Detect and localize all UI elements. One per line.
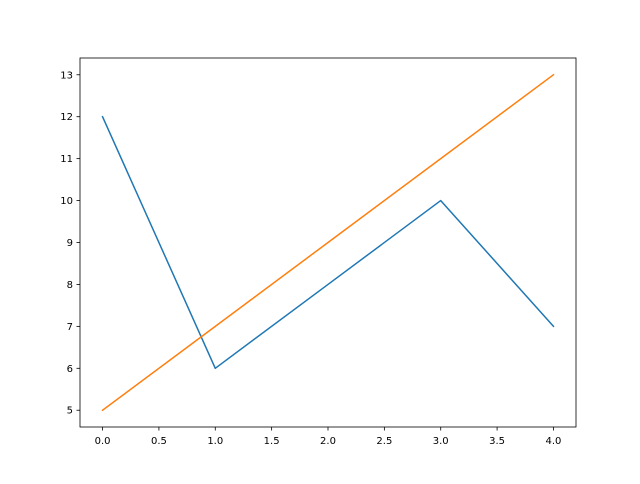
x-tick-label: 1.5 <box>264 436 280 447</box>
x-tick-label: 1.0 <box>207 436 223 447</box>
y-axis: 5 6 7 8 9 10 11 12 13 <box>60 70 80 417</box>
series-line-1 <box>101 73 555 412</box>
x-tick-label: 2.5 <box>376 436 392 447</box>
x-tick-label: 0.5 <box>151 436 167 447</box>
y-tick-label: 12 <box>60 112 73 123</box>
y-tick-label: 10 <box>60 196 73 207</box>
x-tick-label: 3.0 <box>433 436 449 447</box>
y-tick-label: 11 <box>60 154 73 165</box>
x-tick-label: 3.5 <box>489 436 505 447</box>
y-tick-label: 8 <box>67 280 73 291</box>
x-tick-label: 0.0 <box>95 436 111 447</box>
y-tick-label: 13 <box>60 70 73 81</box>
x-tick-label: 2.0 <box>320 436 336 447</box>
series-line-0 <box>101 115 555 370</box>
y-tick-label: 7 <box>67 322 73 333</box>
series-layer <box>101 73 555 412</box>
y-tick-label: 6 <box>67 364 73 375</box>
x-axis: 0.0 0.5 1.0 1.5 2.0 2.5 3.0 3.5 4.0 <box>95 427 562 447</box>
x-tick-label: 4.0 <box>546 436 562 447</box>
y-tick-label: 9 <box>67 238 73 249</box>
y-tick-label: 5 <box>67 406 73 417</box>
